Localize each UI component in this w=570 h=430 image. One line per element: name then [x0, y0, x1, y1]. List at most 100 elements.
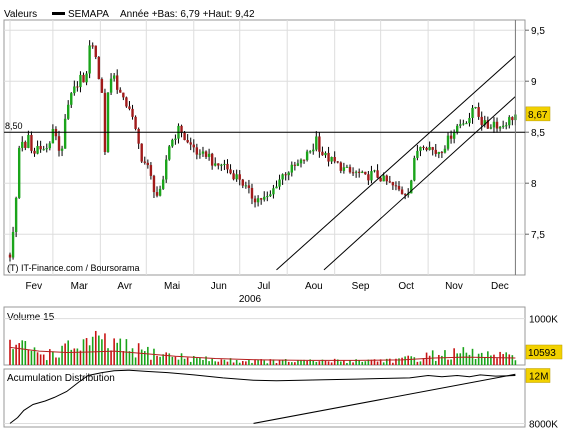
- volume-bar: [364, 361, 367, 365]
- volume-bar: [214, 361, 217, 365]
- volume-bar: [21, 340, 24, 365]
- credit-label: (T) IT-Finance.com / Boursorama: [7, 263, 140, 273]
- volume-bar: [309, 359, 311, 365]
- volume-bar: [404, 356, 406, 365]
- candle-body: [336, 161, 339, 163]
- volume-bar: [318, 361, 321, 365]
- volume-bar: [162, 354, 164, 365]
- accumulation-gridlines: 8000K: [4, 419, 558, 430]
- candle-body: [477, 107, 480, 117]
- candle-body: [88, 45, 91, 74]
- volume-overlays: 10593: [9, 344, 563, 361]
- volume-bar: [275, 363, 278, 365]
- volume-bar: [45, 360, 48, 365]
- volume-gridlines: 1000K: [4, 315, 558, 326]
- accumulation-lines: [9, 369, 516, 424]
- candle-body: [106, 92, 110, 153]
- volume-bar: [401, 357, 403, 365]
- accumulation-tick-label: 8000K: [529, 419, 558, 430]
- candle-body: [446, 135, 450, 149]
- candle-body: [241, 179, 244, 186]
- volume-bar: [349, 360, 351, 365]
- candle-body: [244, 185, 248, 187]
- candle-body: [290, 164, 294, 173]
- volume-bar: [24, 341, 27, 365]
- candle-body: [33, 150, 36, 154]
- volume-bar: [147, 346, 149, 365]
- volume-bar: [42, 354, 45, 365]
- candle-body: [155, 192, 159, 196]
- candle-body: [134, 116, 137, 129]
- candle-body: [498, 126, 502, 129]
- candle-body: [416, 150, 419, 158]
- month-label: Avr: [117, 281, 132, 292]
- volume-bar: [36, 352, 39, 365]
- volume-bar: [278, 359, 281, 365]
- price-tick-label: 8: [531, 179, 537, 190]
- volume-bar: [379, 359, 382, 365]
- volume-bar: [438, 354, 440, 365]
- candle-body: [462, 123, 465, 125]
- volume-bar: [15, 344, 17, 365]
- volume-bar: [487, 351, 489, 365]
- candle-body: [161, 179, 165, 189]
- volume-bar: [382, 362, 385, 365]
- accumulation-trendline: [253, 373, 516, 424]
- volume-bar: [300, 359, 302, 365]
- candle-body: [158, 188, 162, 196]
- volume-bar: [272, 359, 275, 365]
- year-label: 2006: [239, 294, 262, 305]
- volume-bar: [303, 359, 305, 365]
- volume-bar: [217, 361, 220, 365]
- price-tick-label: 7,5: [531, 230, 545, 241]
- volume-panel: Volume 15 1000K 10593: [3, 306, 563, 366]
- volume-bar: [306, 360, 308, 365]
- candle-body: [207, 153, 211, 157]
- volume-bar: [186, 357, 189, 365]
- volume-bar: [410, 356, 413, 365]
- candle-body: [452, 132, 456, 139]
- candle-body: [266, 196, 269, 198]
- candle-body: [400, 189, 404, 195]
- volume-bar: [373, 359, 376, 365]
- candle-body: [57, 136, 61, 151]
- candle-body: [361, 171, 364, 173]
- volume-bar: [453, 348, 455, 365]
- volume-bar: [493, 354, 495, 365]
- price-y-axis: 7,5 8 8,5 9 9,5: [525, 26, 545, 241]
- candle-body: [220, 164, 223, 166]
- candle-body: [14, 197, 18, 232]
- candle-body: [180, 125, 183, 133]
- candle-body: [192, 144, 195, 148]
- volume-bar: [251, 362, 253, 365]
- volume-bar: [101, 339, 103, 365]
- candle-body: [302, 159, 306, 161]
- candle-body: [367, 174, 370, 181]
- candle-body: [97, 57, 101, 80]
- volume-bar: [505, 352, 508, 365]
- volume-bar: [346, 362, 348, 365]
- candle-body: [128, 106, 131, 109]
- volume-bar: [61, 345, 63, 365]
- candle-body: [259, 198, 263, 200]
- candle-body: [149, 165, 153, 176]
- candle-body: [235, 174, 238, 180]
- candle-body: [66, 104, 70, 119]
- candle-body: [364, 171, 367, 175]
- candle-body: [238, 174, 241, 180]
- volume-bar: [232, 362, 235, 365]
- candle-body: [388, 181, 392, 183]
- month-label: Dec: [491, 281, 509, 292]
- candle-body: [327, 152, 330, 162]
- candle-body: [410, 180, 413, 194]
- volume-bar: [110, 350, 112, 365]
- price-overlays: 8,50 8,67: [4, 20, 551, 275]
- volume-bar: [416, 361, 419, 365]
- candle-body: [143, 161, 146, 163]
- volume-bar: [340, 361, 342, 365]
- volume-bar: [223, 359, 226, 365]
- candle-body: [428, 147, 431, 150]
- volume-bar: [52, 351, 54, 365]
- volume-bar: [490, 355, 492, 365]
- volume-title: Volume 15: [7, 312, 55, 323]
